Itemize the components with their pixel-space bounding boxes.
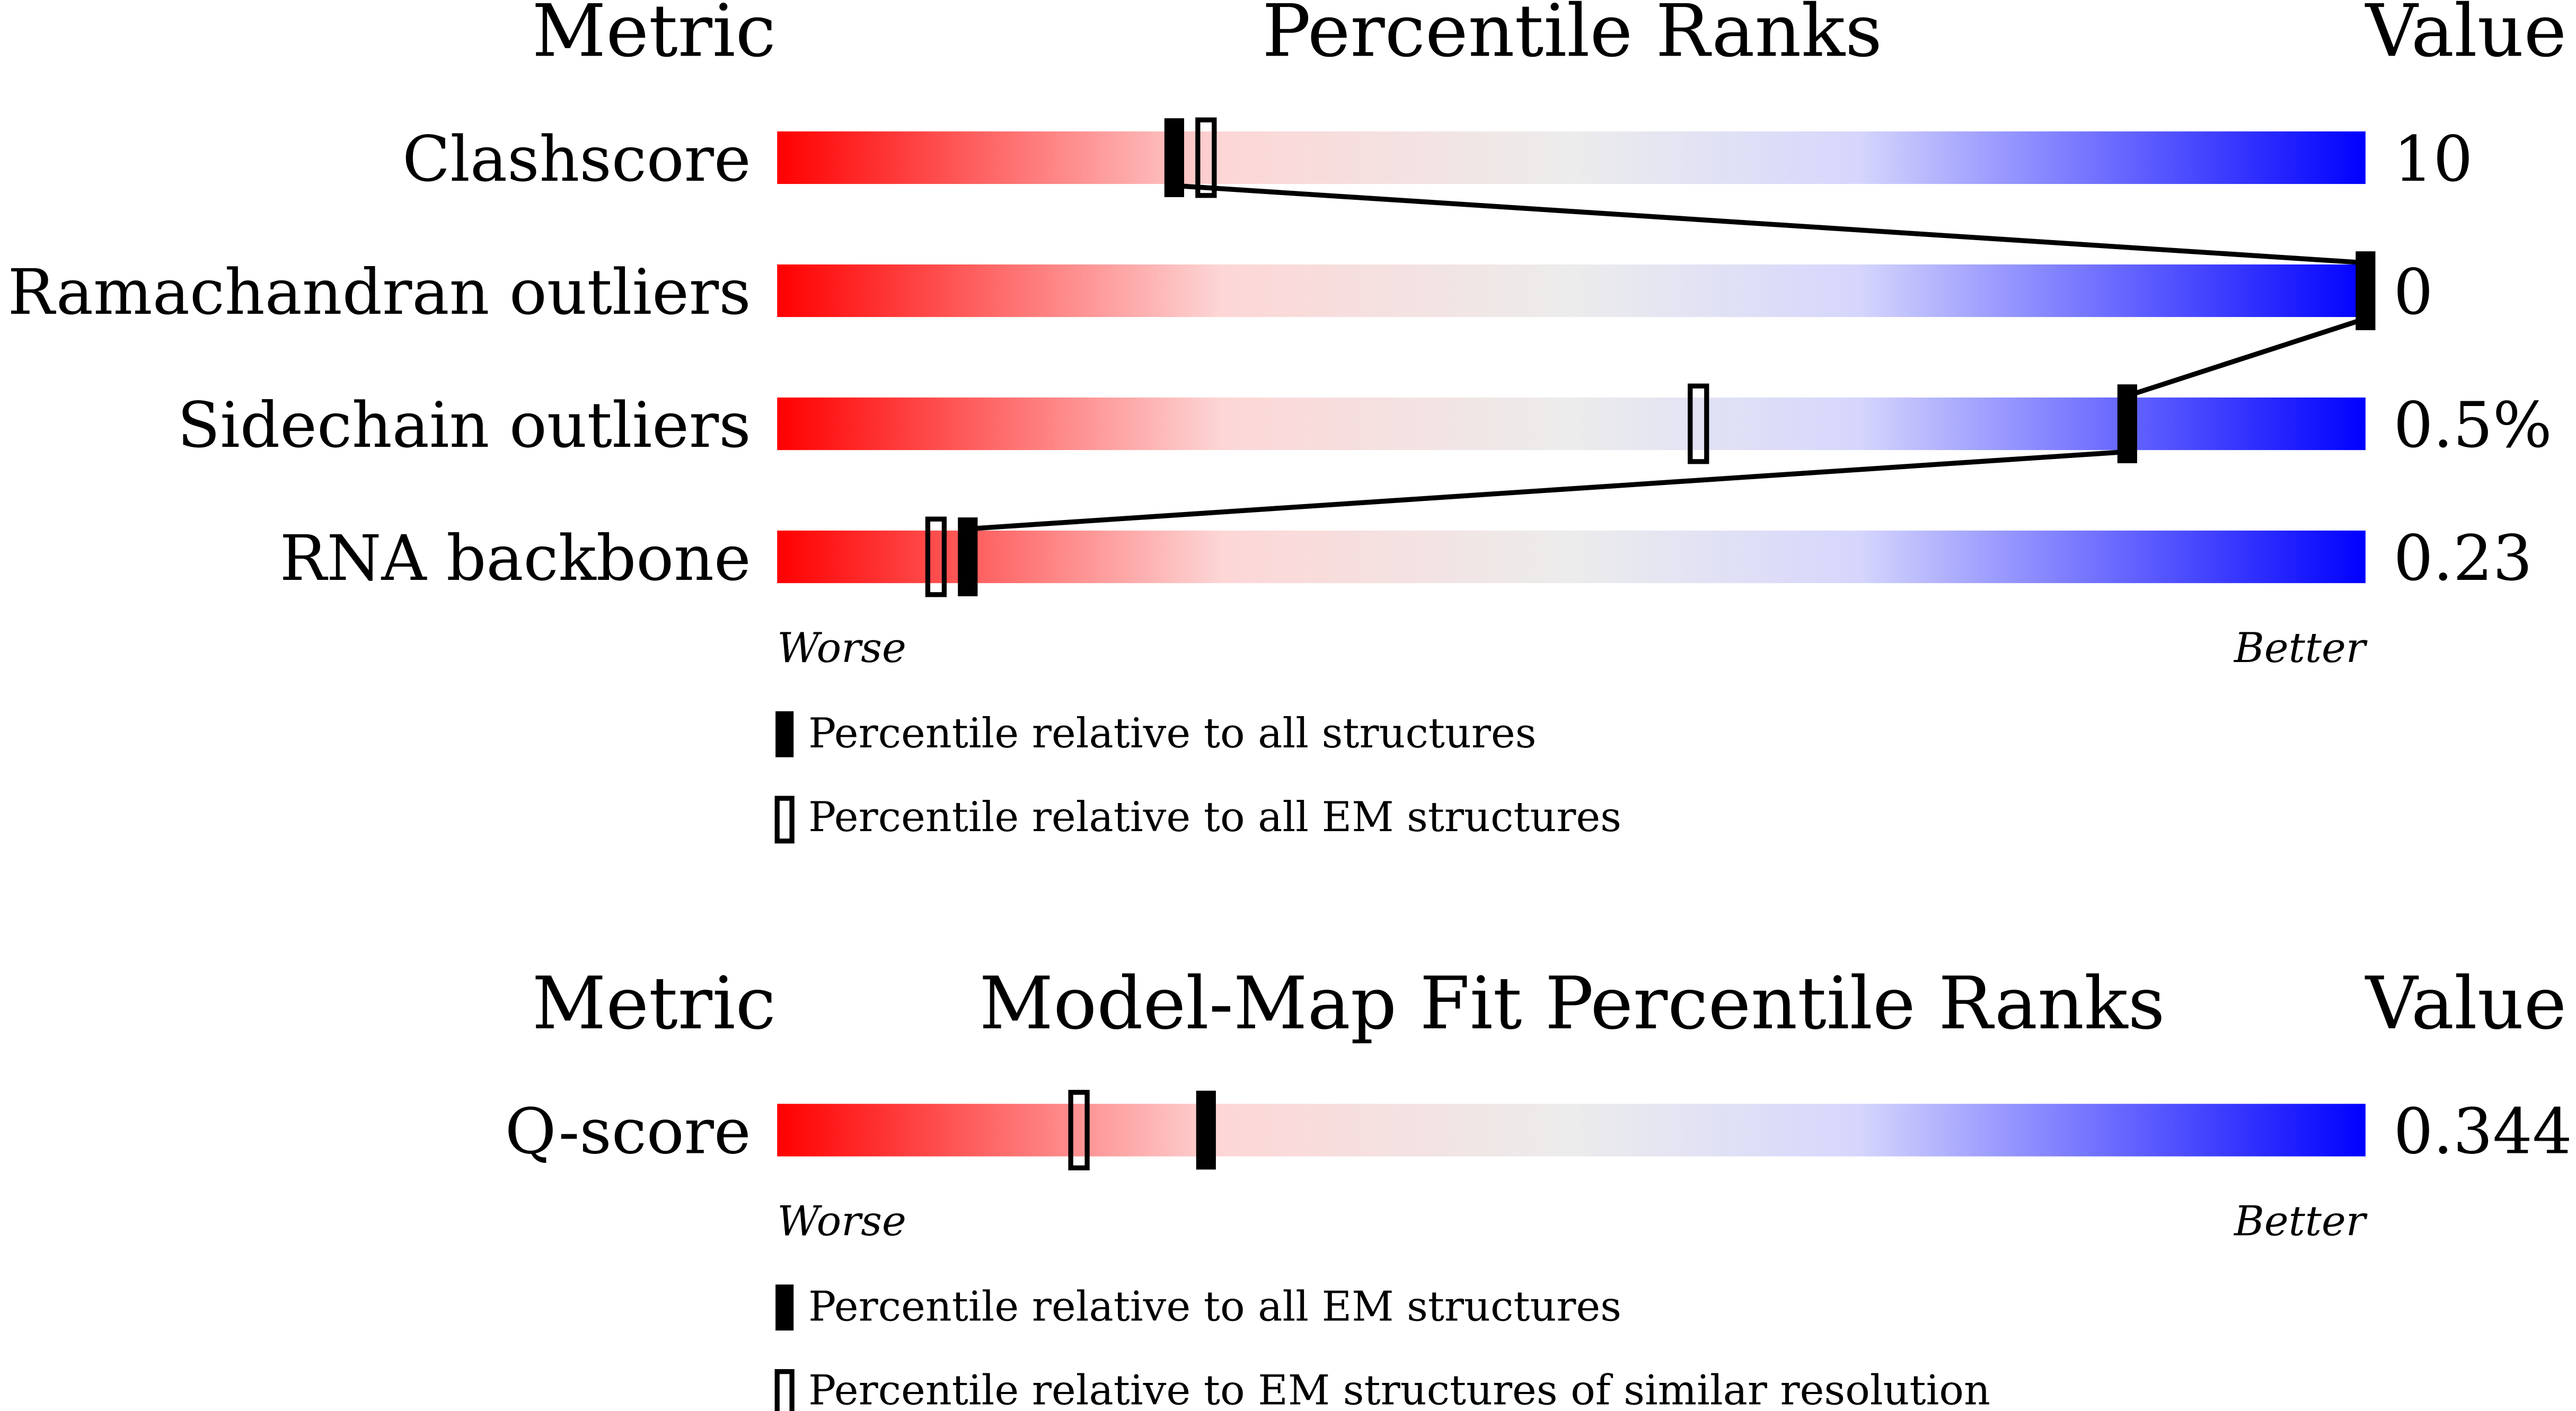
metric-value: 0.344 bbox=[2394, 1095, 2572, 1168]
connector bbox=[967, 449, 2128, 532]
axis-worse: Worse bbox=[777, 624, 906, 672]
percentile-bar bbox=[777, 264, 2366, 318]
connector bbox=[2126, 316, 2367, 399]
connector bbox=[1174, 183, 2366, 266]
percentile-bar bbox=[777, 131, 2366, 184]
metric-label: Ramachandran outliers bbox=[8, 256, 751, 329]
metric-value: 0.23 bbox=[2394, 522, 2533, 595]
metric-label: RNA backbone bbox=[280, 522, 751, 595]
marker-open bbox=[1195, 117, 1217, 198]
metric-value: 0 bbox=[2394, 256, 2433, 329]
metric-label: Sidechain outliers bbox=[178, 389, 751, 462]
header-metric: Metric bbox=[532, 962, 776, 1046]
axis-better: Better bbox=[2233, 1197, 2368, 1245]
marker-open bbox=[925, 516, 947, 597]
metric-value: 10 bbox=[2394, 123, 2473, 196]
header-value: Value bbox=[2365, 0, 2566, 73]
marker-filled bbox=[1196, 1090, 1216, 1170]
marker-open bbox=[1068, 1090, 1090, 1171]
marker-open bbox=[1688, 383, 1709, 464]
metric-value: 0.5% bbox=[2394, 389, 2552, 462]
legend-filled-icon bbox=[775, 1284, 794, 1331]
metric-label: Q-score bbox=[505, 1095, 751, 1168]
header-title: Model-Map Fit Percentile Ranks bbox=[980, 962, 2165, 1046]
legend-open-icon bbox=[774, 1369, 795, 1411]
percentile-bar bbox=[777, 1104, 2366, 1157]
legend-filled: Percentile relative to all EM structures bbox=[808, 1283, 1621, 1331]
legend-filled: Percentile relative to all structures bbox=[808, 710, 1536, 757]
legend-open-icon bbox=[774, 796, 795, 844]
header-title: Percentile Ranks bbox=[1262, 0, 1882, 73]
metric-label: Clashscore bbox=[402, 123, 751, 196]
legend-open: Percentile relative to all EM structures bbox=[808, 793, 1621, 841]
header-metric: Metric bbox=[532, 0, 776, 73]
legend-open: Percentile relative to EM structures of … bbox=[808, 1367, 1990, 1411]
percentile-bar bbox=[777, 530, 2366, 584]
legend-filled-icon bbox=[775, 711, 794, 757]
axis-worse: Worse bbox=[777, 1197, 906, 1245]
axis-better: Better bbox=[2233, 624, 2368, 672]
percentile-bar bbox=[777, 397, 2366, 451]
header-value: Value bbox=[2365, 962, 2566, 1046]
